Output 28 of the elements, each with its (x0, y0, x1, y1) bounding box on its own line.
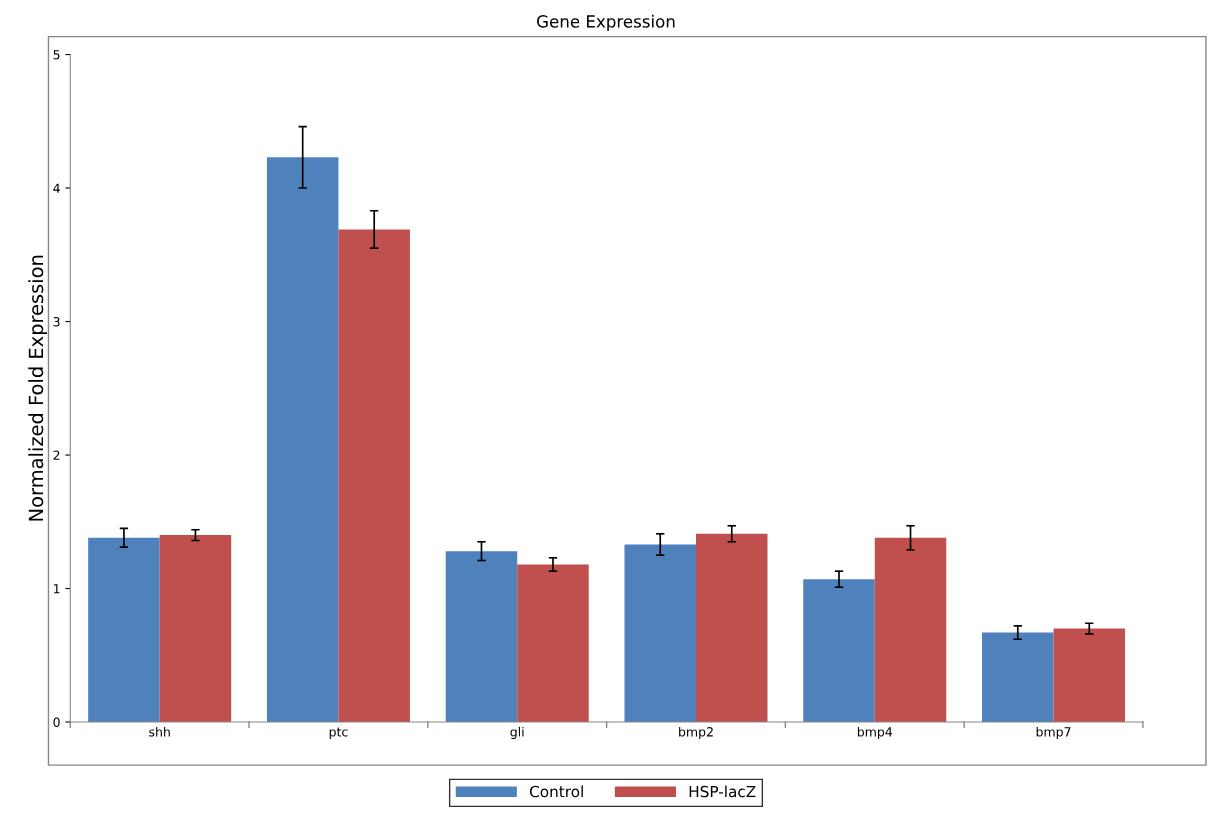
bar (695, 533, 768, 723)
y-tick-label: 4 (53, 183, 60, 193)
x-tick-label: bmp7 (1036, 726, 1071, 739)
y-tick-label: 2 (53, 450, 60, 460)
bar (874, 537, 947, 723)
x-tick-label: bmp2 (679, 726, 713, 739)
bar (1053, 628, 1126, 723)
x-tick-label: shh (149, 726, 170, 737)
x-tick-label: bmp4 (857, 726, 893, 739)
x-tick-label: ptc (329, 727, 348, 739)
bar (982, 632, 1054, 723)
bar (517, 564, 589, 723)
bar (159, 535, 232, 723)
x-tick-label: gli (510, 726, 524, 739)
chart-title: Gene Expression (537, 14, 675, 31)
y-tick-label: 3 (53, 317, 60, 327)
bar (624, 544, 696, 723)
bar (266, 157, 339, 723)
legend-label: Control (529, 785, 583, 798)
legend-label: HSP-lacZ (689, 785, 756, 798)
y-tick-label: 1 (53, 584, 60, 594)
bar (88, 537, 160, 723)
y-tick-label: 0 (53, 717, 60, 727)
y-tick-label: 5 (53, 50, 60, 60)
bar (445, 551, 518, 723)
y-axis-title: Normalized Fold Expression (28, 255, 48, 521)
bar (803, 579, 875, 723)
bar (338, 229, 410, 723)
